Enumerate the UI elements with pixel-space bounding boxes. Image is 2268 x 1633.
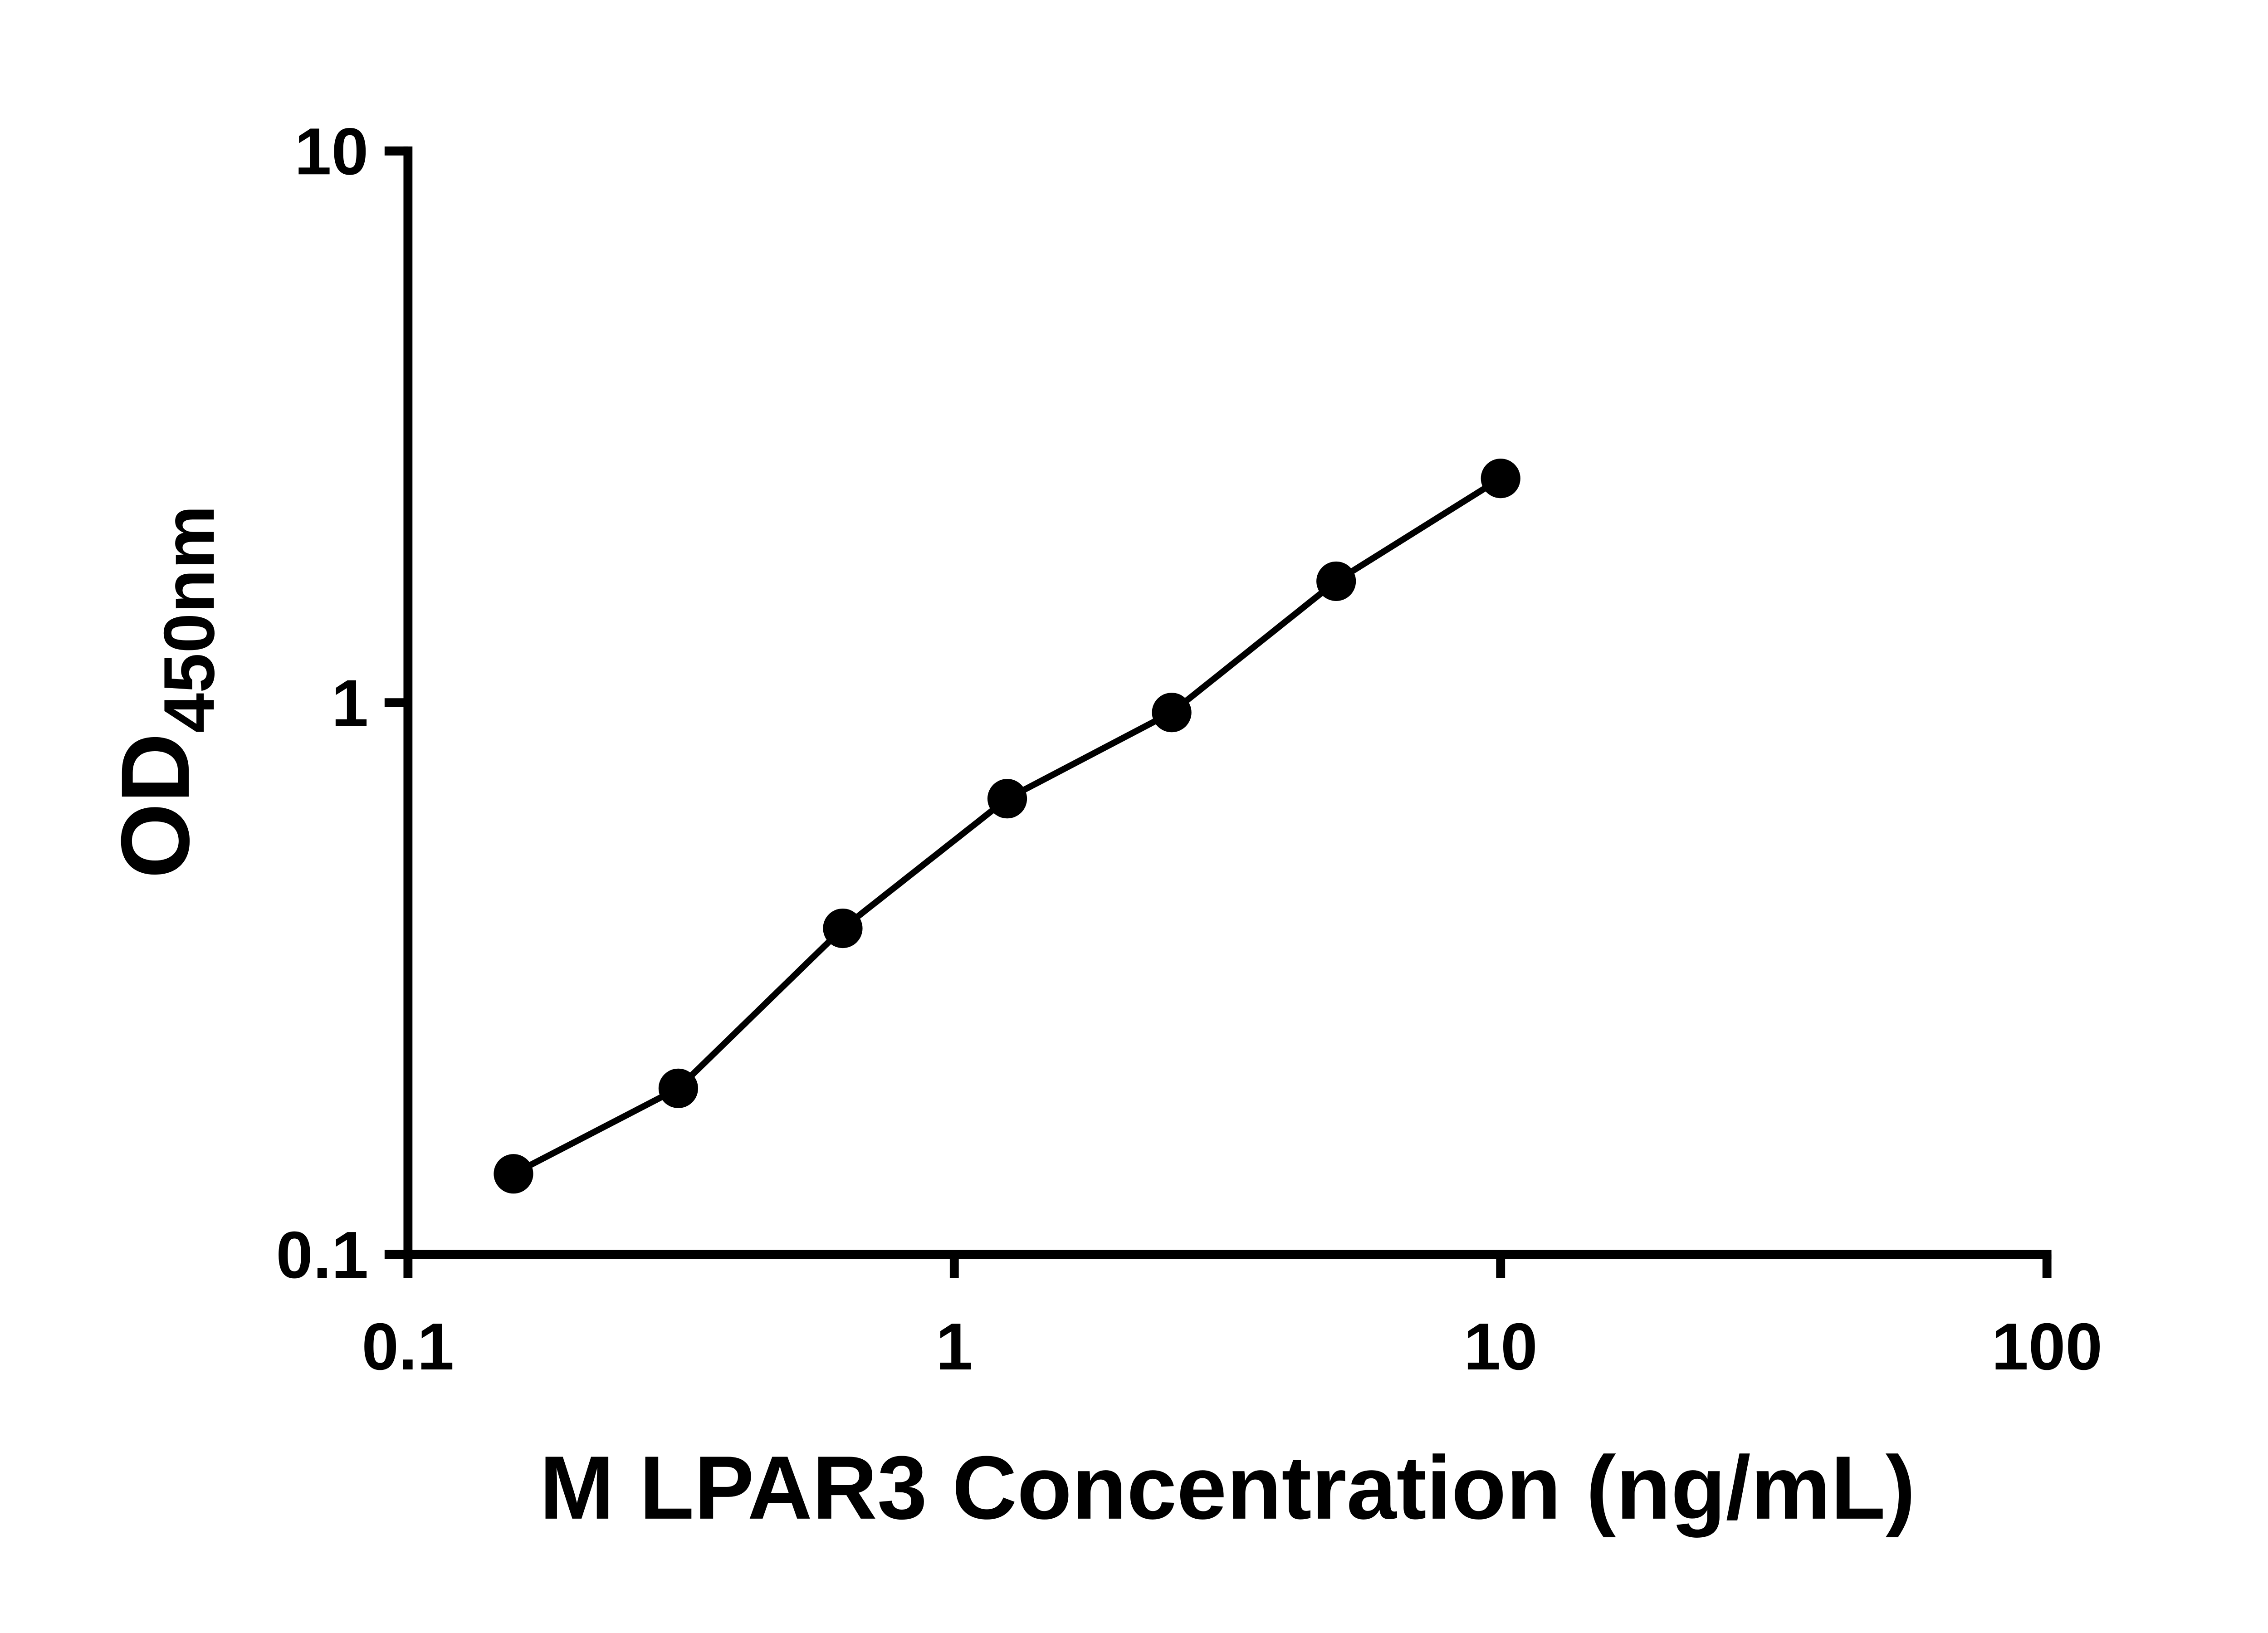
y-axis-tick-label: 0.1 (276, 1218, 368, 1292)
y-axis-title: OD450nm (101, 505, 229, 879)
data-point-marker (1481, 459, 1520, 499)
y-axis-tick-label: 1 (332, 666, 369, 741)
x-axis-tick-label: 0.1 (362, 1310, 454, 1384)
y-axis-title-main: OD (101, 733, 210, 879)
x-axis-title: M LPAR3 Concentration (ng/mL) (539, 1437, 1915, 1538)
data-point-marker (823, 908, 863, 949)
x-axis-tick-label: 100 (1991, 1310, 2102, 1384)
data-point-marker (1152, 693, 1192, 733)
x-axis-tick-label: 10 (1464, 1310, 1538, 1384)
ticks (384, 146, 2052, 1278)
x-axis-tick-label: 1 (936, 1310, 973, 1384)
tick-labels: 0.1 1 10 100 0.1 1 10 (276, 114, 2102, 1384)
y-axis-title-sub: 450nm (149, 505, 229, 733)
data-point-marker (987, 779, 1027, 819)
axes (403, 146, 2052, 1259)
y-axis-tick-label: 10 (294, 114, 368, 189)
data-point-marker (658, 1068, 698, 1108)
data-point-marker (494, 1154, 533, 1194)
data-series (494, 459, 1520, 1194)
data-point-marker (1316, 561, 1356, 601)
